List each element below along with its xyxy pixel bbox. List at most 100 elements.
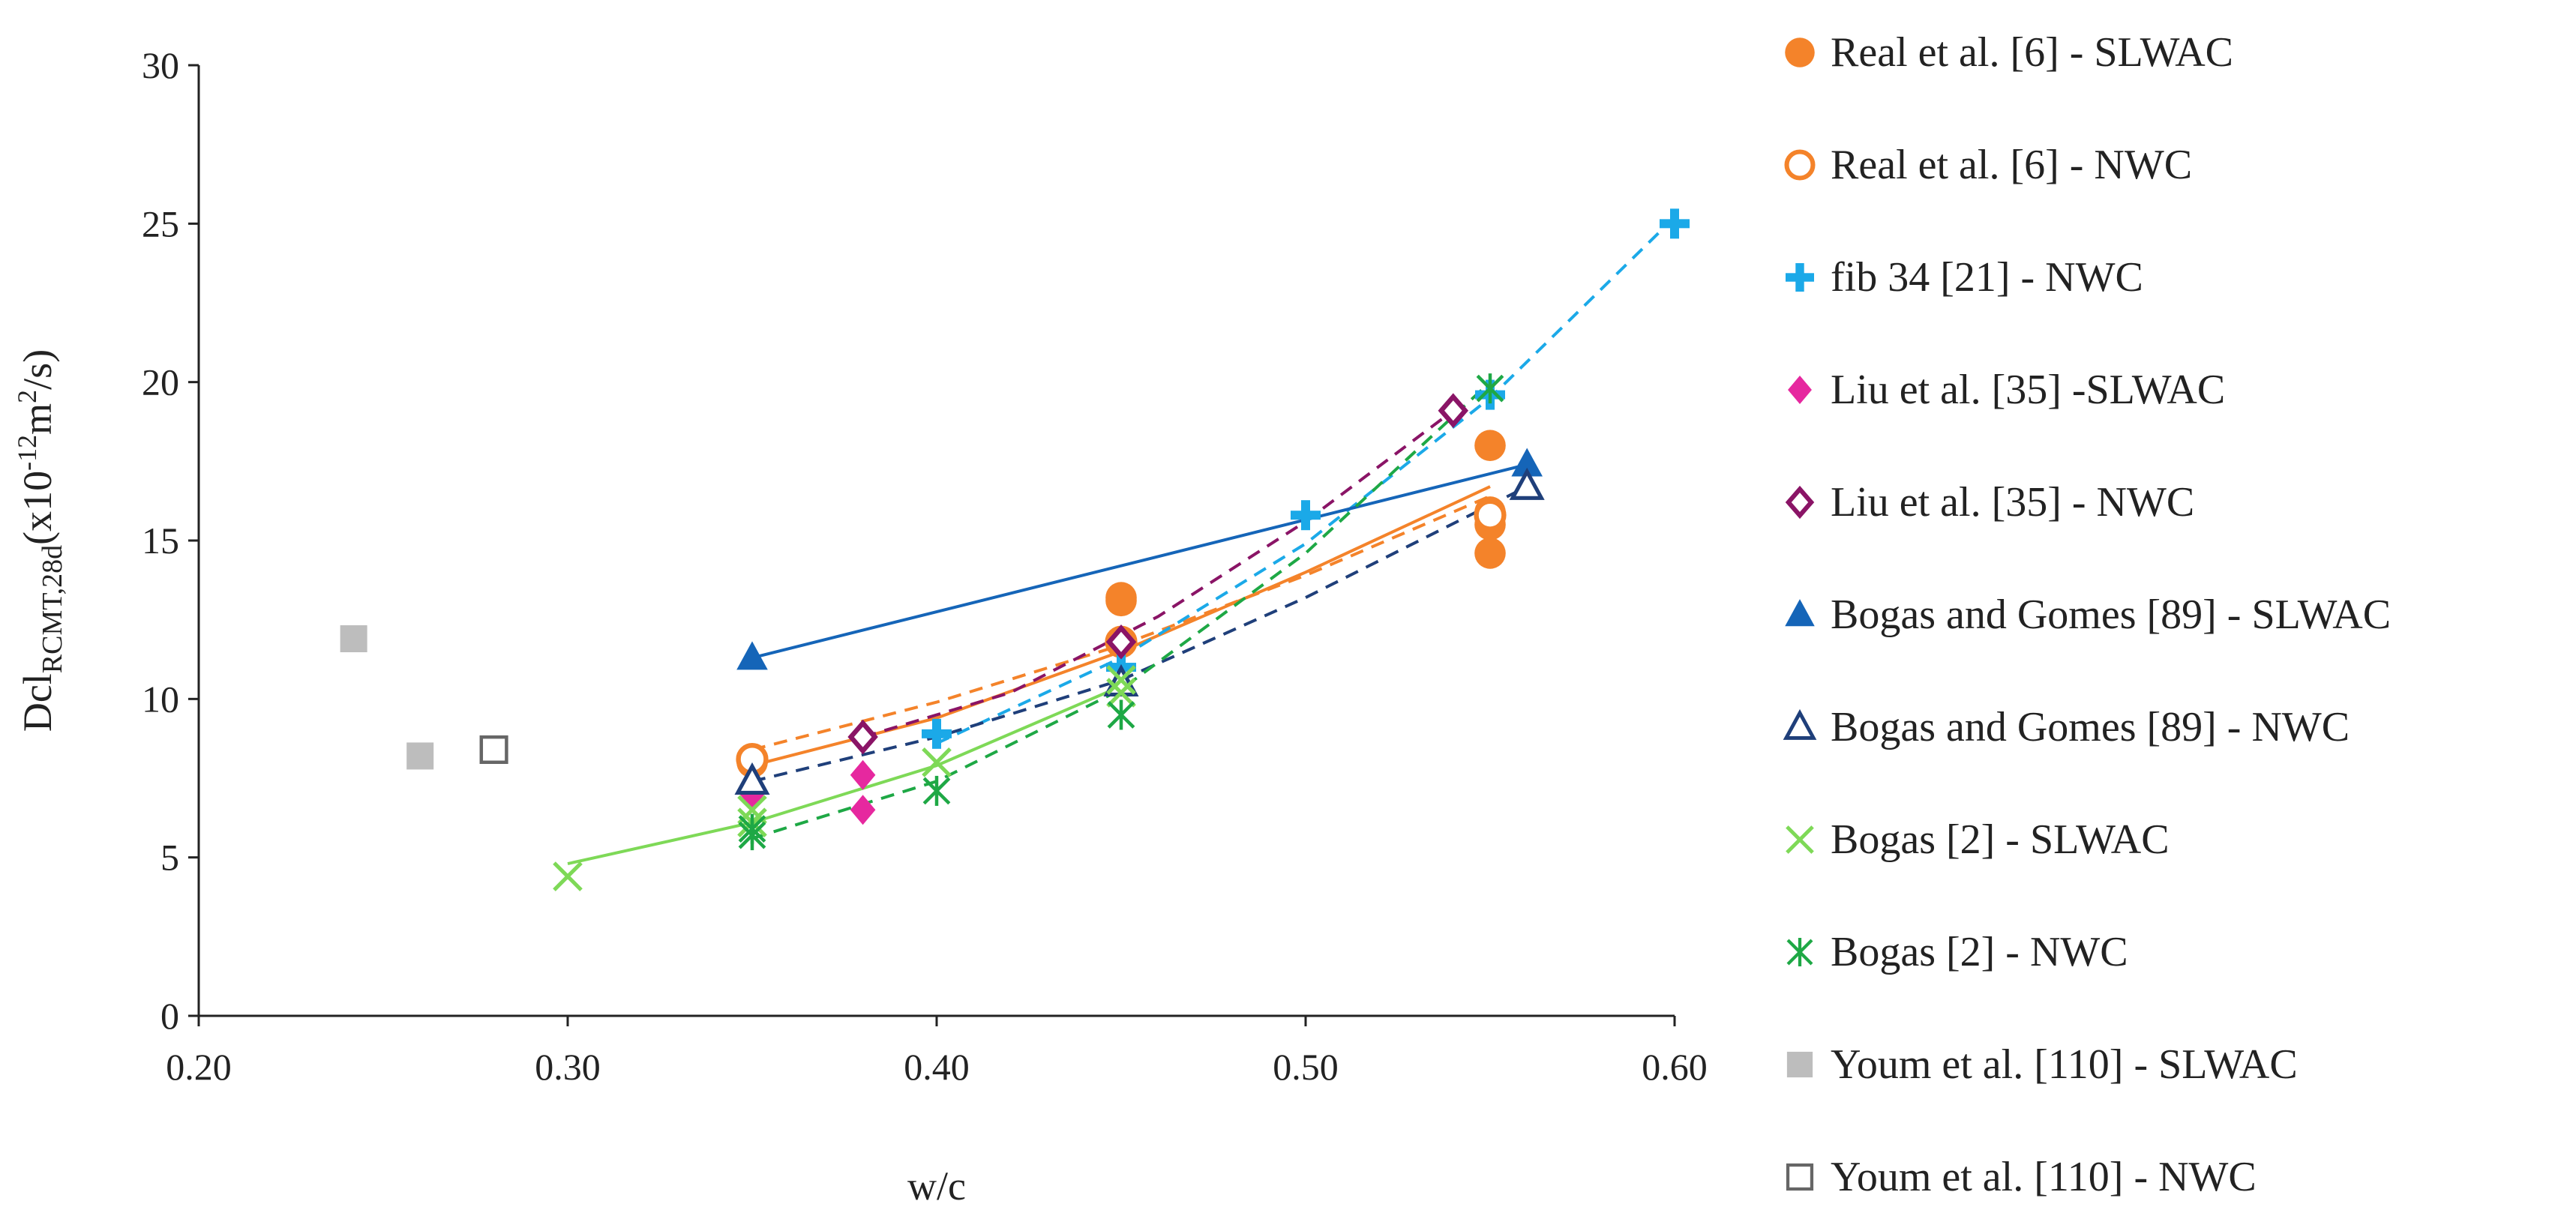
data-point <box>1660 208 1690 239</box>
legend-marker-icon <box>1785 485 1815 520</box>
legend-marker-shape <box>1788 376 1812 404</box>
legend-marker-shape <box>1786 938 1813 966</box>
y-axis-title: DclRCMT,28d(x10-12m2/s) <box>12 349 68 732</box>
legend-item: Liu et al. [35] -SLWAC <box>1781 360 2225 420</box>
legend-marker-shape <box>1786 263 1814 292</box>
legend-item: Real et al. [6] - NWC <box>1781 135 2192 195</box>
data-point <box>1476 373 1504 404</box>
y-axis-title-unit-exp2: 2 <box>12 390 42 403</box>
legend-label: Youm et al. [110] - NWC <box>1831 1154 2257 1200</box>
data-point <box>847 719 878 755</box>
data-point <box>1509 467 1545 500</box>
series-5-points <box>847 393 1469 755</box>
y-tick-label: 25 <box>142 202 179 244</box>
x-tick-label: 0.30 <box>535 1046 601 1088</box>
data-point <box>922 747 952 777</box>
legend-marker-icon <box>1786 1051 1813 1078</box>
legend-marker-icon <box>1786 825 1814 854</box>
legend-label: Bogas [2] - SLWAC <box>1831 816 2170 863</box>
data-point <box>340 625 367 653</box>
y-axis-title-unit-mid: m <box>15 403 60 435</box>
series-10-points <box>340 625 434 770</box>
trend-line-series-8 <box>567 684 1122 866</box>
legend-label: Real et al. [6] - SLWAC <box>1831 29 2234 76</box>
y-tick-label: 5 <box>160 837 179 879</box>
legend-marker-shape <box>1786 1051 1813 1078</box>
legend-marker-shape <box>1783 708 1817 740</box>
x-tick-label: 0.50 <box>1273 1046 1339 1088</box>
legend-label: Bogas [2] - NWC <box>1831 929 2128 975</box>
legend-marker-shape <box>1785 599 1815 627</box>
data-point <box>1474 538 1506 569</box>
legend-marker-shape <box>1785 485 1815 520</box>
legend-marker-icon <box>1785 599 1815 627</box>
legend-label: Bogas and Gomes [89] - SLWAC <box>1831 592 2392 638</box>
legend-marker-shape <box>1786 825 1814 854</box>
y-tick-label: 30 <box>142 44 179 86</box>
axes <box>197 65 1675 1017</box>
data-point <box>1291 500 1321 531</box>
x-tick-label: 0.60 <box>1642 1046 1708 1088</box>
x-tick-label: 0.20 <box>166 1046 232 1088</box>
legend-item: Bogas and Gomes [89] - NWC <box>1781 697 2350 757</box>
legend-label: Liu et al. [35] -SLWAC <box>1831 367 2226 413</box>
y-axis-title-subscript: RCMT,28d <box>37 545 68 673</box>
data-point <box>922 775 951 806</box>
x-axis-title: w/c <box>907 1164 966 1209</box>
legend-marker-shape <box>1784 149 1816 181</box>
data-point <box>1106 678 1136 708</box>
legend-label: Bogas and Gomes [89] - NWC <box>1831 704 2350 750</box>
data-point <box>850 759 876 790</box>
data-point <box>1474 430 1506 461</box>
trend-lines <box>567 216 1676 866</box>
chart: 0 5 10 15 20 25 30 0.20 0.30 0.40 0.50 0.60 w/c Dcl… <box>12 44 1708 1209</box>
legend-label: Real et al. [6] - NWC <box>1831 142 2193 188</box>
data-points <box>340 208 1690 891</box>
data-point <box>1438 393 1469 428</box>
data-point <box>1511 448 1543 477</box>
legend-marker-icon <box>1788 376 1812 404</box>
ticks: 0 5 10 15 20 25 30 0.20 0.30 0.40 0.50 0.60 <box>142 44 1708 1088</box>
legend-marker-shape <box>1786 1163 1814 1191</box>
y-tick-label: 10 <box>142 678 179 720</box>
legend-marker-icon <box>1783 708 1817 740</box>
data-point <box>553 861 583 891</box>
legend-marker-icon <box>1784 149 1816 181</box>
y-axis-title-unit-prefix: (x10 <box>15 471 60 545</box>
data-point <box>406 742 434 770</box>
data-point <box>738 813 766 844</box>
trend-line-series-3 <box>936 216 1676 745</box>
data-point <box>850 795 876 825</box>
trend-line-series-5 <box>862 409 1455 739</box>
legend-item: Bogas and Gomes [89] - SLWAC <box>1781 585 2391 645</box>
series-8-points <box>553 665 1136 891</box>
trend-line-series-6 <box>751 463 1528 660</box>
series-11-points <box>479 735 508 764</box>
legend-item: Youm et al. [110] - SLWAC <box>1781 1035 2298 1095</box>
legend-marker-icon <box>1786 938 1813 966</box>
y-tick-label: 20 <box>142 361 179 403</box>
legend-item: fib 34 [21] - NWC <box>1781 247 2143 307</box>
data-point <box>734 762 770 795</box>
legend-item: Liu et al. [35] - NWC <box>1781 472 2194 532</box>
legend-marker-shape <box>1785 37 1815 67</box>
y-tick-label: 15 <box>142 520 179 562</box>
data-point <box>1107 699 1135 730</box>
legend-marker-icon <box>1785 37 1815 67</box>
legend-marker-icon <box>1786 263 1814 292</box>
legend-item: Bogas [2] - NWC <box>1781 922 2128 982</box>
data-point <box>1474 499 1507 532</box>
data-point <box>1105 582 1137 613</box>
series-9-points <box>738 373 1504 851</box>
series-3-points <box>922 208 1690 749</box>
data-point <box>922 718 952 749</box>
data-point <box>736 641 768 670</box>
legend-marker-icon <box>1786 1163 1814 1191</box>
x-tick-label: 0.40 <box>904 1046 970 1088</box>
y-axis-title-main: Dcl <box>15 673 60 732</box>
y-axis-title-unit-suffix: /s) <box>15 349 60 390</box>
y-tick-label: 0 <box>160 995 179 1037</box>
legend-label: Youm et al. [110] - SLWAC <box>1831 1041 2298 1088</box>
legend-label: Liu et al. [35] - NWC <box>1831 479 2195 526</box>
legend-item: Bogas [2] - SLWAC <box>1781 810 2170 870</box>
